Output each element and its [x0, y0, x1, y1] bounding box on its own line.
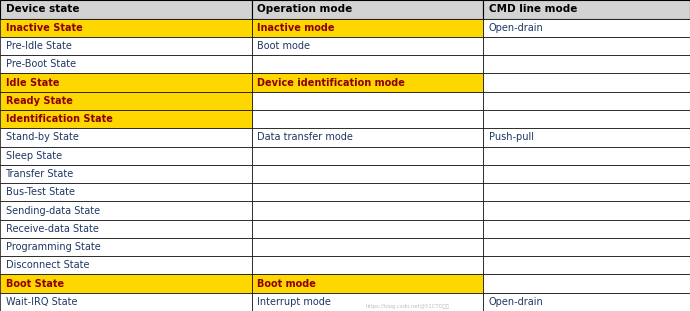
Text: Stand-by State: Stand-by State — [6, 132, 79, 142]
Bar — [483, 183, 690, 202]
Bar — [252, 202, 483, 220]
Bar — [0, 293, 252, 311]
Text: Idle State: Idle State — [6, 78, 59, 88]
Text: Pre-Idle State: Pre-Idle State — [6, 41, 71, 51]
Bar — [483, 0, 690, 19]
Bar — [483, 220, 690, 238]
Bar — [252, 275, 483, 293]
Text: Transfer State: Transfer State — [6, 169, 74, 179]
Bar — [483, 128, 690, 146]
Bar — [483, 110, 690, 128]
Text: Data transfer mode: Data transfer mode — [257, 132, 353, 142]
Bar — [483, 55, 690, 73]
Text: Pre-Boot State: Pre-Boot State — [6, 59, 76, 69]
Bar — [0, 110, 252, 128]
Bar — [0, 256, 252, 274]
Text: Boot State: Boot State — [6, 279, 63, 289]
Bar — [483, 238, 690, 256]
Bar — [0, 238, 252, 256]
Bar — [0, 220, 252, 238]
Bar — [0, 165, 252, 183]
Bar — [0, 73, 252, 92]
Text: Receive-data State: Receive-data State — [6, 224, 99, 234]
Bar — [252, 146, 483, 165]
Bar — [483, 92, 690, 110]
Text: Inactive State: Inactive State — [6, 23, 82, 33]
Text: Device identification mode: Device identification mode — [257, 78, 405, 88]
Bar — [252, 55, 483, 73]
Bar — [483, 293, 690, 311]
Bar — [252, 220, 483, 238]
Bar — [252, 128, 483, 146]
Text: Boot mode: Boot mode — [257, 279, 316, 289]
Text: Interrupt mode: Interrupt mode — [257, 297, 331, 307]
Bar — [252, 293, 483, 311]
Bar — [252, 37, 483, 55]
Bar — [483, 275, 690, 293]
Bar — [0, 0, 252, 19]
Bar — [252, 110, 483, 128]
Bar — [483, 256, 690, 274]
Bar — [252, 0, 483, 19]
Text: Ready State: Ready State — [6, 96, 72, 106]
Bar — [0, 146, 252, 165]
Bar — [0, 55, 252, 73]
Text: Programming State: Programming State — [6, 242, 100, 252]
Bar — [252, 73, 483, 92]
Text: CMD line mode: CMD line mode — [489, 4, 577, 14]
Bar — [0, 128, 252, 146]
Bar — [0, 37, 252, 55]
Bar — [252, 256, 483, 274]
Bar — [252, 19, 483, 37]
Text: Boot mode: Boot mode — [257, 41, 310, 51]
Text: Open-drain: Open-drain — [489, 297, 543, 307]
Bar — [252, 165, 483, 183]
Bar — [483, 73, 690, 92]
Text: Open-drain: Open-drain — [489, 23, 543, 33]
Bar — [252, 183, 483, 202]
Bar — [483, 165, 690, 183]
Text: Bus-Test State: Bus-Test State — [6, 187, 75, 197]
Text: Push-pull: Push-pull — [489, 132, 533, 142]
Text: Device state: Device state — [6, 4, 79, 14]
Text: Operation mode: Operation mode — [257, 4, 353, 14]
Text: Inactive mode: Inactive mode — [257, 23, 335, 33]
Text: Sending-data State: Sending-data State — [6, 206, 99, 216]
Bar — [0, 202, 252, 220]
Bar — [483, 19, 690, 37]
Bar — [483, 146, 690, 165]
Text: https://blog.csdn.net@51CTO博客: https://blog.csdn.net@51CTO博客 — [366, 304, 450, 309]
Text: Sleep State: Sleep State — [6, 151, 61, 161]
Bar — [0, 92, 252, 110]
Text: Wait-IRQ State: Wait-IRQ State — [6, 297, 77, 307]
Bar — [252, 238, 483, 256]
Bar — [0, 183, 252, 202]
Bar — [252, 92, 483, 110]
Bar — [483, 37, 690, 55]
Text: Disconnect State: Disconnect State — [6, 260, 89, 270]
Bar — [483, 202, 690, 220]
Text: Identification State: Identification State — [6, 114, 112, 124]
Bar — [0, 275, 252, 293]
Bar — [0, 19, 252, 37]
